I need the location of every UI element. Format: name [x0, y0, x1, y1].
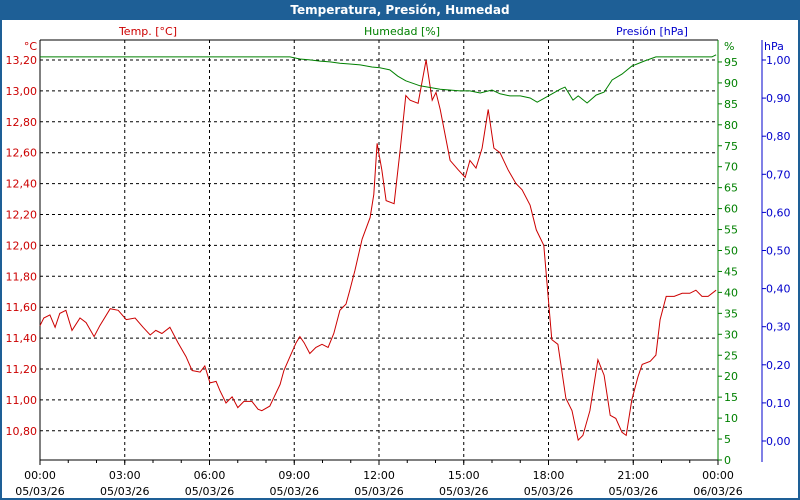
pres-tick-label: 0,90 — [766, 92, 791, 105]
hum-unit: % — [724, 40, 734, 53]
x-tick-time: 18:00 — [533, 469, 565, 482]
hum-tick-label: 25 — [724, 349, 738, 362]
hum-tick-label: 30 — [724, 328, 738, 341]
hum-tick-label: 90 — [724, 77, 738, 90]
temp-tick-label: 12,40 — [6, 178, 38, 191]
pres-tick-label: 0,60 — [766, 206, 791, 219]
hum-tick-label: 55 — [724, 224, 738, 237]
temp-tick-label: 12,60 — [6, 147, 38, 160]
hum-tick-label: 80 — [724, 119, 738, 132]
hum-tick-label: 95 — [724, 56, 738, 69]
hum-tick-label: 0 — [724, 454, 731, 467]
series-line-temp — [39, 59, 717, 442]
pres-tick-label: 0,40 — [766, 283, 791, 296]
temp-tick-label: 12,00 — [6, 239, 38, 252]
temp-tick-label: 13,00 — [6, 85, 38, 98]
temp-unit: °C — [24, 40, 38, 53]
x-tick-date: 05/03/26 — [609, 485, 658, 498]
pres-tick-label: 0,30 — [766, 321, 791, 334]
pres-tick-label: 0,20 — [766, 359, 791, 372]
x-tick-date: 05/03/26 — [524, 485, 573, 498]
hum-tick-label: 65 — [724, 182, 738, 195]
x-tick-time: 00:00 — [24, 469, 56, 482]
pres-unit: hPa — [764, 40, 784, 53]
hum-tick-label: 45 — [724, 265, 738, 278]
x-tick-time: 21:00 — [617, 469, 649, 482]
chart-panel — [2, 20, 798, 498]
x-tick-date: 06/03/26 — [693, 485, 742, 498]
pres-tick-label: 0,00 — [766, 435, 791, 448]
pres-tick-label: 0,80 — [766, 130, 791, 143]
x-tick-time: 12:00 — [363, 469, 395, 482]
hum-tick-label: 35 — [724, 307, 738, 320]
hum-tick-label: 75 — [724, 140, 738, 153]
pres-tick-label: 0,50 — [766, 245, 791, 258]
temp-tick-label: 11,60 — [6, 301, 38, 314]
temp-tick-label: 12,20 — [6, 209, 38, 222]
hum-tick-label: 5 — [724, 433, 731, 446]
hum-tick-label: 40 — [724, 286, 738, 299]
pres-tick-label: 0,10 — [766, 397, 791, 410]
chart-title: Temperatura, Presión, Humedad — [290, 3, 510, 17]
temp-tick-label: 10,80 — [6, 425, 38, 438]
x-tick-time: 09:00 — [278, 469, 310, 482]
x-tick-date: 05/03/26 — [354, 485, 403, 498]
pres-tick-label: 1,00 — [766, 54, 791, 67]
x-tick-date: 05/03/26 — [15, 485, 64, 498]
temp-tick-label: 11,00 — [6, 394, 38, 407]
hum-tick-label: 15 — [724, 391, 738, 404]
x-tick-time: 03:00 — [109, 469, 141, 482]
temp-axis-label: Temp. [°C] — [118, 25, 177, 38]
pres-axis-label: Presión [hPa] — [616, 25, 688, 38]
hum-tick-label: 70 — [724, 161, 738, 174]
temp-tick-label: 11,20 — [6, 363, 38, 376]
hum-tick-label: 85 — [724, 98, 738, 111]
hum-tick-label: 20 — [724, 370, 738, 383]
x-tick-date: 05/03/26 — [270, 485, 319, 498]
hum-tick-label: 10 — [724, 412, 738, 425]
hum-tick-label: 60 — [724, 203, 738, 216]
x-tick-time: 15:00 — [448, 469, 480, 482]
hum-axis-label: Humedad [%] — [364, 25, 440, 38]
x-tick-date: 05/03/26 — [100, 485, 149, 498]
x-tick-date: 05/03/26 — [439, 485, 488, 498]
temp-tick-label: 11,40 — [6, 332, 38, 345]
x-tick-time: 06:00 — [194, 469, 226, 482]
hum-tick-label: 50 — [724, 245, 738, 258]
pres-tick-label: 0,70 — [766, 168, 791, 181]
series-line-hum — [40, 54, 717, 104]
temp-tick-label: 12,80 — [6, 116, 38, 129]
temp-tick-label: 11,80 — [6, 270, 38, 283]
x-tick-date: 05/03/26 — [185, 485, 234, 498]
temp-tick-label: 13,20 — [6, 54, 38, 67]
x-tick-time: 00:00 — [702, 469, 734, 482]
